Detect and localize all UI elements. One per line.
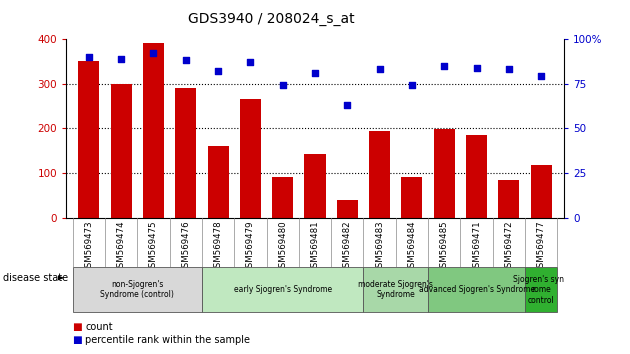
Polygon shape <box>58 275 64 280</box>
Bar <box>466 135 487 218</box>
Point <box>213 68 223 74</box>
Text: GSM569475: GSM569475 <box>149 221 158 274</box>
Text: count: count <box>85 322 113 332</box>
Text: moderate Sjogren's
Syndrome: moderate Sjogren's Syndrome <box>358 280 433 299</box>
Point <box>375 67 385 72</box>
Point <box>84 54 94 59</box>
Text: non-Sjogren's
Syndrome (control): non-Sjogren's Syndrome (control) <box>100 280 174 299</box>
Text: early Sjogren's Syndrome: early Sjogren's Syndrome <box>234 285 332 294</box>
Text: GSM569485: GSM569485 <box>440 221 449 274</box>
Text: advanced Sjogren's Syndrome: advanced Sjogren's Syndrome <box>418 285 535 294</box>
Point <box>504 67 514 72</box>
Bar <box>498 180 519 218</box>
Point <box>471 65 481 70</box>
Bar <box>175 88 196 218</box>
Bar <box>369 131 390 218</box>
Bar <box>364 267 428 312</box>
Text: disease state: disease state <box>3 273 68 283</box>
Point <box>536 74 546 79</box>
Point <box>245 59 255 65</box>
Text: ■: ■ <box>72 335 82 345</box>
Bar <box>304 154 326 218</box>
Text: GSM569472: GSM569472 <box>505 221 513 274</box>
Point <box>342 102 352 108</box>
Text: GSM569478: GSM569478 <box>214 221 222 274</box>
Bar <box>72 267 202 312</box>
Text: Sjogren's synd
rome
control: Sjogren's synd rome control <box>513 275 569 305</box>
Bar <box>202 267 364 312</box>
Text: GSM569479: GSM569479 <box>246 221 255 273</box>
Bar <box>337 200 358 218</box>
Point <box>149 50 159 56</box>
Text: ■: ■ <box>72 322 82 332</box>
Bar <box>240 99 261 218</box>
Text: GSM569473: GSM569473 <box>84 221 93 274</box>
Bar <box>78 61 100 218</box>
Bar <box>525 267 558 312</box>
Text: GDS3940 / 208024_s_at: GDS3940 / 208024_s_at <box>188 12 354 27</box>
Bar <box>143 44 164 218</box>
Text: GSM569484: GSM569484 <box>408 221 416 274</box>
Point <box>181 58 191 63</box>
Bar <box>272 177 293 218</box>
Text: GSM569471: GSM569471 <box>472 221 481 274</box>
Point <box>278 82 288 88</box>
Text: GSM569483: GSM569483 <box>375 221 384 274</box>
Text: GSM569482: GSM569482 <box>343 221 352 274</box>
Point <box>116 56 126 62</box>
Bar <box>434 129 455 218</box>
Text: GSM569477: GSM569477 <box>537 221 546 274</box>
Bar <box>428 267 525 312</box>
Point <box>439 63 449 69</box>
Text: percentile rank within the sample: percentile rank within the sample <box>85 335 250 345</box>
Bar <box>401 177 423 218</box>
Text: GSM569481: GSM569481 <box>311 221 319 274</box>
Bar <box>111 84 132 218</box>
Text: GSM569476: GSM569476 <box>181 221 190 274</box>
Bar <box>530 165 552 218</box>
Point <box>310 70 320 76</box>
Point <box>407 82 417 88</box>
Text: GSM569474: GSM569474 <box>117 221 125 274</box>
Text: GSM569480: GSM569480 <box>278 221 287 274</box>
Bar <box>207 146 229 218</box>
